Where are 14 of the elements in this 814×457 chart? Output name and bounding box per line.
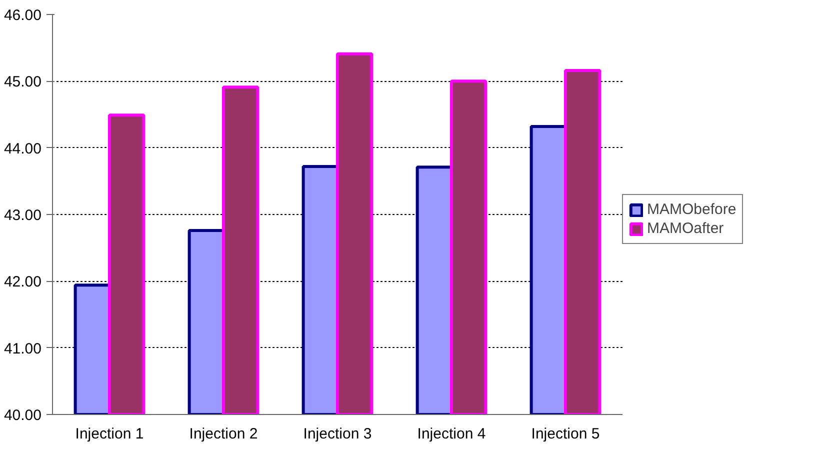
x-tick-label: Injection 3 — [303, 426, 372, 442]
y-tick-label: 44.00 — [4, 140, 42, 158]
x-tick-label: Injection 2 — [189, 426, 258, 442]
legend-label: MAMOafter — [647, 220, 724, 237]
x-tick-label: Injection 4 — [417, 426, 486, 442]
y-tick-label: 40.00 — [4, 407, 42, 424]
y-tick-label: 45.00 — [4, 74, 42, 91]
y-tick-label: 43.00 — [4, 207, 42, 224]
y-tick-label: 41.00 — [4, 340, 42, 358]
legend-label: MAMObefore — [647, 201, 736, 218]
x-tick-label: Injection 5 — [531, 426, 600, 442]
y-tick-label: 46.00 — [4, 7, 42, 24]
y-tick-label: 42.00 — [4, 274, 42, 291]
x-tick-label: Injection 1 — [75, 426, 144, 442]
